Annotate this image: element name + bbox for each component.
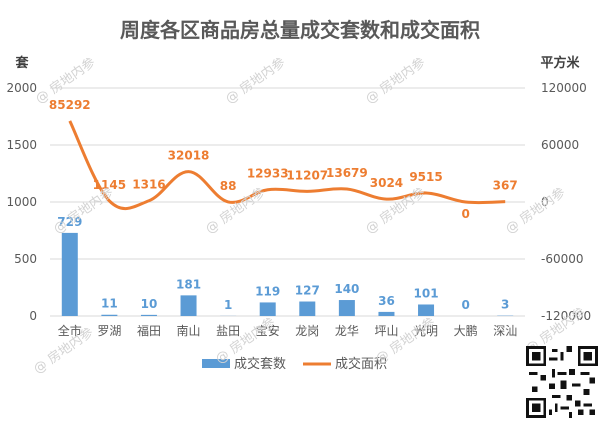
x-tick-label: 罗湖: [97, 323, 121, 338]
x-axis-ticks: 全市 罗湖 福田 南山 盐田 宝安 龙岗 龙华 坪山 光明 大鹏 深汕: [58, 323, 517, 338]
line-series: [68, 120, 506, 211]
bar-value-label: 1: [224, 298, 232, 312]
bar-value-label: 11: [101, 297, 118, 311]
bar-data-labels: 729 11 10 181 1 119 127 140 36 101 0 3: [57, 215, 509, 312]
bar: [259, 302, 276, 316]
line-value-label: 3024: [370, 176, 403, 190]
chart-title: 周度各区商品房总量成交套数和成交面积: [120, 18, 480, 42]
bar-value-label: 36: [378, 294, 395, 308]
bar: [180, 295, 197, 316]
line-value-label: 1145: [93, 178, 126, 192]
legend-bar-swatch: [202, 359, 230, 368]
bar: [140, 314, 157, 316]
line-value-label: 11207: [286, 168, 328, 182]
x-tick-label: 光明: [414, 324, 438, 338]
line-value-label: 0: [461, 207, 469, 221]
bar: [338, 300, 355, 316]
qr-code-image: [526, 346, 598, 418]
bar-value-label: 101: [414, 286, 439, 300]
line-value-label: 367: [493, 179, 518, 193]
line-value-label: 32018: [168, 149, 210, 163]
x-tick-label: 深汕: [493, 324, 517, 338]
y-axis-right-ticks: -120000 -60000 0 60000 120000: [541, 81, 591, 323]
bar: [418, 304, 435, 316]
bar-value-label: 140: [334, 282, 359, 296]
line-value-label: 13679: [326, 166, 368, 180]
bar: [299, 301, 316, 316]
x-tick-label: 宝安: [256, 323, 280, 338]
line-value-label: 1316: [132, 178, 165, 192]
bar-value-label: 0: [461, 298, 469, 312]
y-left-tick-label: 500: [14, 252, 37, 266]
legend: 成交套数 成交面积: [202, 356, 387, 372]
bar: [61, 232, 78, 316]
line-value-label: 12933: [247, 167, 289, 181]
x-tick-label: 南山: [177, 323, 201, 338]
x-tick-label: 盐田: [216, 324, 240, 338]
y-axis-left-label: 套: [14, 55, 29, 71]
x-tick-label: 坪山: [374, 324, 398, 338]
bar-value-label: 127: [295, 284, 320, 298]
y-left-tick-label: 1500: [6, 138, 37, 152]
line-value-label: 88: [220, 179, 237, 193]
bar-value-label: 181: [176, 277, 201, 291]
x-tick-label: 大鹏: [454, 324, 478, 338]
line-value-label: 85292: [49, 98, 91, 112]
gridlines: [50, 87, 525, 317]
bar-value-label: 3: [501, 298, 509, 312]
legend-bar-label: 成交套数: [234, 356, 286, 372]
y-left-tick-label: 2000: [6, 81, 37, 95]
x-tick-label: 龙华: [335, 324, 359, 338]
y-axis-left-ticks: 0 500 1000 1500 2000: [6, 81, 37, 323]
y-axis-right-label: 平方米: [540, 55, 580, 71]
y-right-tick-label: -120000: [541, 309, 591, 323]
bar-series: [61, 232, 514, 316]
bar: [101, 314, 118, 316]
y-right-tick-label: 120000: [541, 81, 587, 95]
x-tick-label: 龙岗: [295, 324, 319, 338]
x-tick-label: 福田: [137, 323, 161, 338]
legend-line-label: 成交面积: [335, 356, 387, 372]
y-right-tick-label: 60000: [541, 138, 579, 152]
x-tick-label: 全市: [58, 323, 82, 338]
bar-value-label: 729: [57, 215, 82, 229]
y-left-tick-label: 1000: [6, 195, 37, 209]
y-right-tick-label: 0: [541, 195, 549, 209]
bar-value-label: 119: [255, 284, 280, 298]
y-right-tick-label: -60000: [541, 252, 584, 266]
bar: [378, 311, 395, 316]
y-left-tick-label: 0: [29, 309, 37, 323]
line-value-label: 9515: [409, 170, 442, 184]
bar-value-label: 10: [141, 297, 158, 311]
